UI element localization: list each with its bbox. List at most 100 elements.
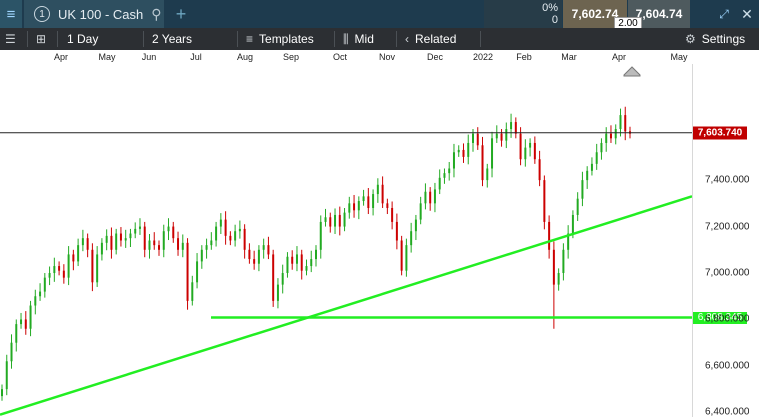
related-button[interactable]: ‹ Related [405,28,456,50]
candle-body [39,291,42,297]
close-icon[interactable]: ✕ [741,5,753,22]
candle-body [343,212,346,227]
candle-body [567,233,570,250]
related-label: Related [415,32,457,46]
candle-body [376,184,379,195]
change-box: 0% 0 [484,0,562,28]
candle-body [110,235,113,250]
range-selector[interactable]: 2 Years [152,32,193,46]
candle-body [524,147,527,160]
candle-body [609,133,612,139]
candle-body [124,238,127,241]
candle-body [405,245,408,271]
candle-body [433,189,436,204]
divider [143,31,144,47]
interval-selector[interactable]: 1 Day [67,32,99,46]
candle-body [115,233,118,250]
candle-body [315,249,317,260]
candle-body [81,238,84,246]
candle-body [248,249,251,260]
candle-body [400,240,403,271]
candle-body [281,273,284,285]
divider [57,31,58,47]
candle-body [158,245,160,250]
settings-button[interactable]: ⚙ Settings [685,28,745,50]
candle-body [595,152,598,164]
settings-label: Settings [701,32,746,46]
month-label: May [98,52,116,62]
chart-toolbar: ☰ ⊞ 1 Day 2 Years ≡ Templates ⫼ Mid ‹ Re… [0,28,759,50]
templates-icon: ≡ [246,32,254,46]
candle-body [310,259,313,267]
month-label: Sep [282,52,300,62]
search-icon[interactable]: ⚲ [151,5,162,22]
price-tick-label: 6,400.000 [705,406,750,418]
symbol-tab[interactable]: 1 UK 100 - Cash ⚲ [24,0,164,28]
month-label: Feb [516,52,532,62]
plus-icon[interactable]: + [175,3,187,24]
candle-body [324,217,327,222]
month-label: 2022 [472,52,494,62]
candle-body [424,191,427,204]
candle-body [429,191,432,204]
candle-body [362,196,365,202]
candle-body [538,159,541,181]
candle-body [305,266,308,271]
candles [1,106,631,401]
divider [396,31,397,47]
candle-body [576,198,579,215]
divider [27,31,28,47]
current-price-tag: 7,603.740 [693,126,747,140]
candle-body [186,242,189,301]
candle-body [196,261,199,283]
scroll-marker-icon[interactable] [623,66,641,77]
candle-body [348,203,351,213]
trendline[interactable] [0,195,692,416]
candle-body [58,266,61,271]
top-bar: ≡ 1 UK 100 - Cash ⚲ + 0% 0 7,602.74 7,60… [0,0,759,28]
candle-body [557,273,560,285]
price-chart[interactable] [0,64,692,417]
candle-body [386,203,389,208]
candle-body [243,228,246,250]
candle-body [77,245,80,262]
month-label: Oct [332,52,348,62]
candle-body [86,238,89,250]
candle-body [200,249,203,262]
menu-icon[interactable]: ≡ [0,0,22,28]
price-axis: 7,603.740 6,808.345 6,400.000 6,600.000 6,… [692,64,759,418]
chart-number-badge: 1 [34,6,50,22]
templates-button[interactable]: ≡ Templates [246,28,314,50]
candle-body [505,129,508,141]
candle-body [15,324,18,343]
grid-icon[interactable]: ⊞ [36,32,47,46]
sell-price-button[interactable]: 7,602.74 [563,0,627,28]
price-mode-button[interactable]: ⫼ Mid [343,28,374,50]
candle-body [581,180,584,199]
change-percent: 0% [542,2,558,14]
candle-body [334,214,337,227]
candle-body [267,245,270,255]
candle-body [167,226,170,232]
month-label: Jun [141,52,157,62]
symbol-name: UK 100 - Cash [58,6,144,22]
candle-body [253,259,256,264]
month-label: Dec [426,52,444,62]
candle-body [162,231,165,250]
candle-body [205,245,208,250]
candle-body [215,226,218,241]
candle-body [191,282,194,301]
price-tick-label: 6,600.000 [705,360,750,372]
candle-body [491,138,494,169]
list-icon[interactable]: ☰ [5,32,16,46]
candle-body [148,240,151,250]
price-mode-label: Mid [354,32,374,46]
candle-body [34,296,37,306]
month-label: Apr [53,52,69,62]
candle-body [67,254,70,278]
candle-body [72,254,75,262]
window-icon[interactable]: ⤢ [719,6,729,21]
candle-body [1,389,3,397]
candle-body [181,242,184,250]
candle-body [605,133,608,143]
